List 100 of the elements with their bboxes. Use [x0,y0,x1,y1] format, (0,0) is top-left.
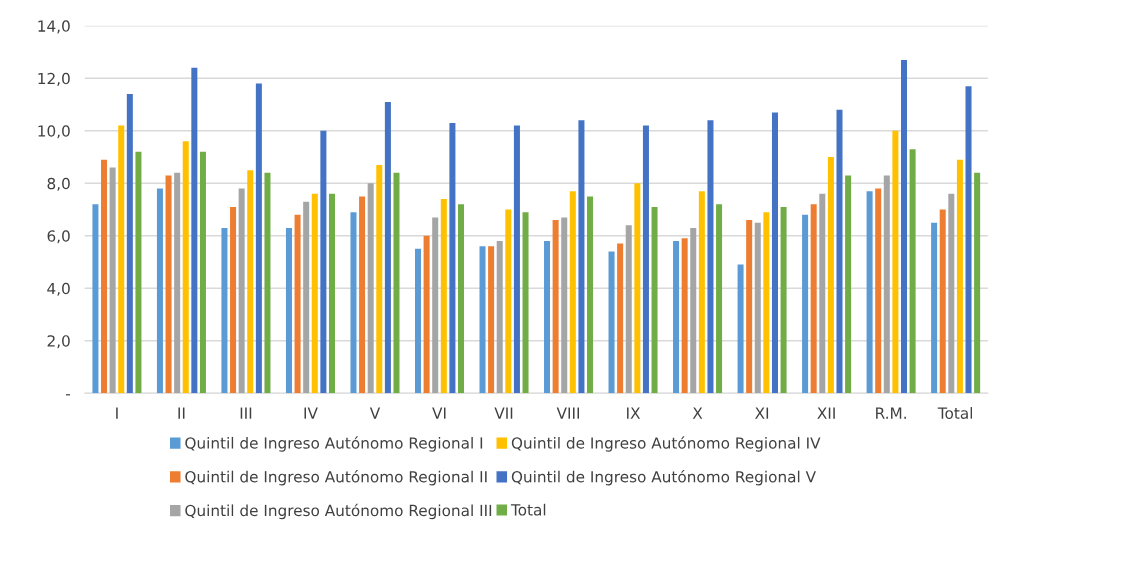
x-tick-label: III [240,407,252,419]
bar [690,227,697,394]
bar [320,130,327,394]
bar [423,235,430,394]
bar [126,94,133,394]
bar [681,238,688,394]
bar [496,241,503,394]
y-tick-label: 6,0 [47,230,70,244]
bar [569,191,576,394]
bar [488,246,495,394]
bar [221,227,228,394]
bar [199,151,206,394]
bar [737,264,744,394]
bar [376,164,383,394]
bar [771,112,778,394]
bar [754,222,761,394]
x-tick-label: V [369,407,381,419]
bar [625,225,632,394]
bar [165,175,172,394]
y-tick-label: 12,0 [38,72,70,86]
bar [513,125,520,394]
bar [367,183,374,394]
bar [522,212,529,394]
bar [156,188,163,394]
bar [359,196,366,394]
bar [931,222,938,394]
y-tick-label: 10,0 [38,125,70,139]
bar [440,199,447,394]
bar [255,83,262,394]
bar [109,167,116,394]
bar [544,241,551,394]
bar [634,183,641,394]
legend-label: Total [510,503,546,516]
bar [651,206,658,394]
bar [92,204,99,394]
bar [449,122,456,394]
y-tick-label: 4,0 [47,282,70,296]
y-tick-label: - [66,394,71,396]
bar [552,220,559,394]
x-tick-label: I [116,407,118,419]
bar [866,191,873,394]
x-tick-label: X [692,407,703,419]
bar [819,193,826,394]
bar [238,188,245,394]
bar [965,86,972,394]
bar [892,130,899,394]
bar [587,196,594,394]
bar [827,157,834,394]
bar [350,212,357,394]
bar [901,59,908,394]
bar [294,214,301,394]
bar [432,217,439,394]
x-tick-label: VII [494,407,513,419]
bar [673,241,680,394]
bar [479,246,486,394]
x-tick-label: XI [755,407,769,419]
bar [810,204,817,394]
bar [883,175,890,394]
bar [505,209,512,394]
y-tick-label: 8,0 [47,177,70,191]
bar [328,193,335,394]
y-tick-label: 14,0 [38,20,70,34]
bar [707,120,714,394]
bar [698,191,705,394]
legend-label: Quintil de Ingreso Autónomo Regional V [511,470,816,486]
bar [802,214,809,394]
bar [763,212,770,394]
bar [578,120,585,394]
bar [845,175,852,394]
bar [182,141,189,394]
bar [617,243,624,394]
y-tick-label: 2,0 [47,335,70,349]
bar [716,204,723,394]
x-tick-label: Total [937,407,973,419]
bar [230,206,237,394]
legend-label: Quintil de Ingreso Autónomo Regional IV [511,436,821,452]
bar [780,206,787,394]
x-tick-label: R.M. [876,407,906,419]
bar [746,220,753,394]
bar [303,201,310,394]
x-tick-label: VIII [556,407,580,419]
bar [118,125,125,394]
bar [285,227,292,394]
x-tick-label: XII [817,407,835,419]
legend-label: Quintil de Ingreso Autónomo Regional II [185,470,487,486]
bar [414,248,422,394]
bar [191,67,198,394]
bar [909,149,916,394]
legend-label: Quintil de Ingreso Autónomo Regional III [185,503,492,520]
bar [135,151,142,394]
x-tick-label: IX [627,407,641,419]
bar [974,172,981,394]
bar [608,251,615,394]
bar [247,170,254,394]
x-tick-label: IV [304,407,318,419]
bar [956,159,963,394]
bar [939,209,946,394]
bar [948,193,955,394]
bar [561,217,568,394]
bar [458,204,465,394]
